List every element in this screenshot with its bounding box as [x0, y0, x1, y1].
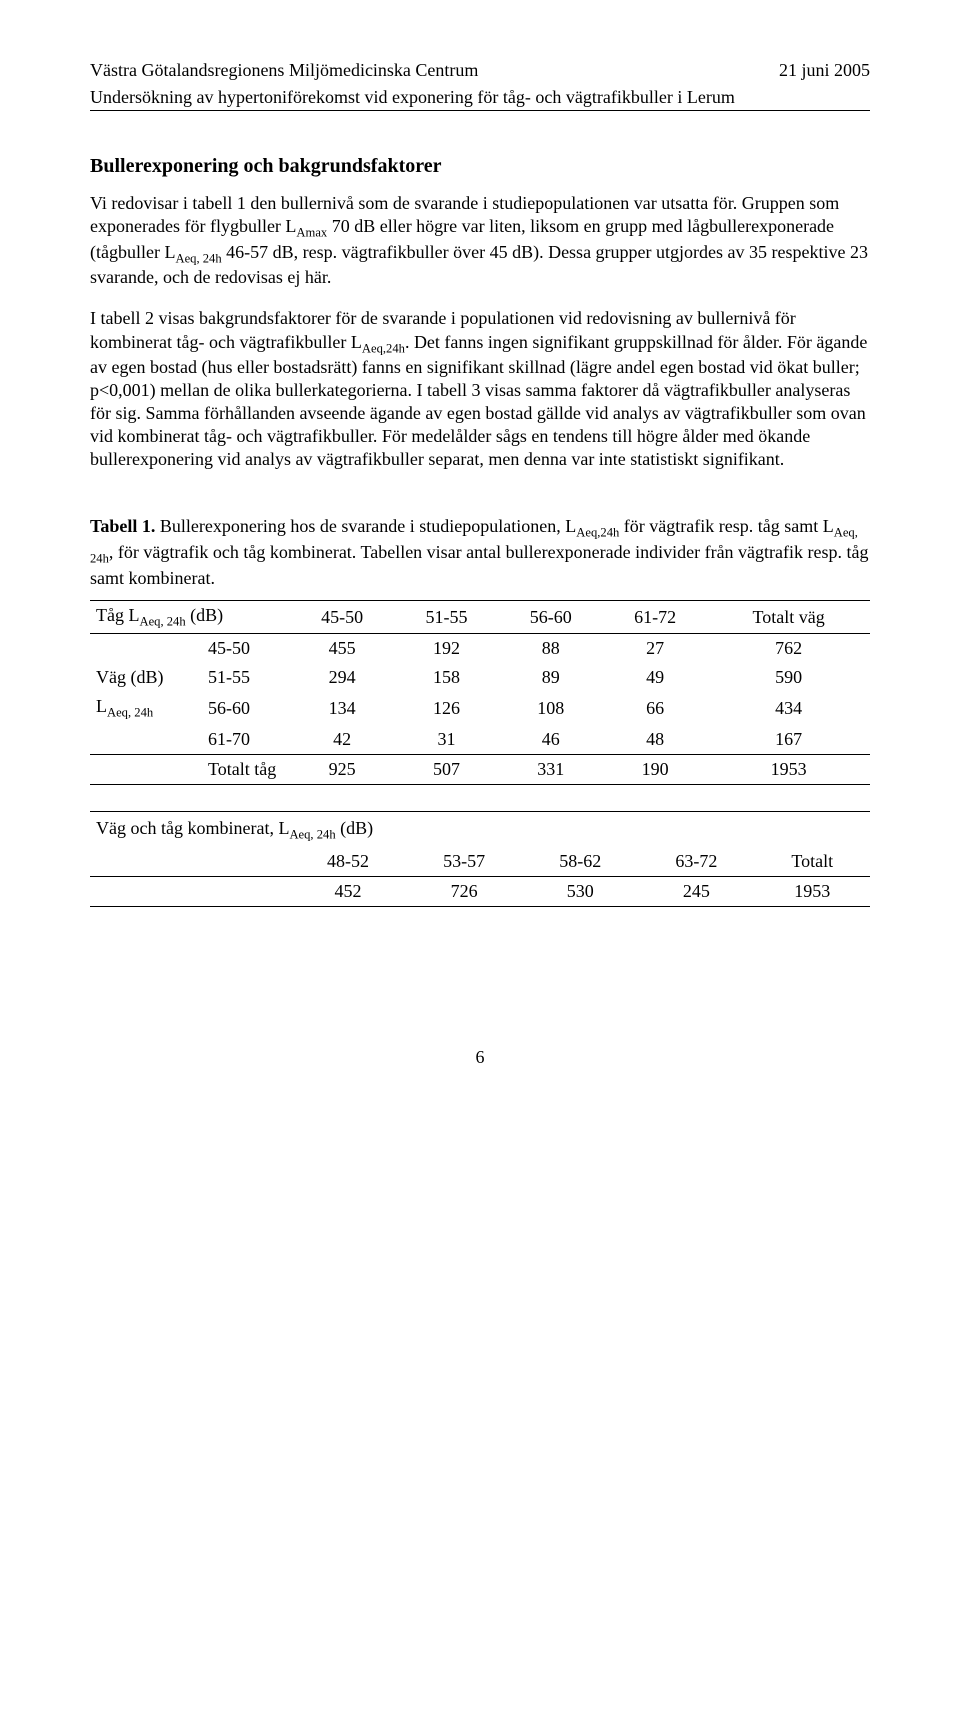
table1-stub-empty-3: [90, 725, 200, 755]
table2-head1: Väg och tåg kombinerat, LAeq, 24h (dB): [90, 811, 870, 846]
table1-cell: 88: [499, 634, 603, 664]
page-number: 6: [90, 1047, 870, 1068]
table1-header-row: Tåg LAeq, 24h (dB) 45-50 51-55 56-60 61-…: [90, 600, 870, 634]
table1-head-left-a: Tåg L: [96, 605, 139, 625]
table1-cell: 192: [394, 634, 498, 664]
document-page: Västra Götalandsregionens Miljömedicinsk…: [0, 0, 960, 1108]
table1-cell: 42: [290, 725, 394, 755]
table2-cell: 452: [290, 876, 406, 906]
table2-cell: 530: [522, 876, 638, 906]
table1-stub-empty-4: [90, 754, 200, 784]
table1-row-0: 45-50 455 192 88 27 762: [90, 634, 870, 664]
section-heading: Bullerexponering och bakgrundsfaktorer: [90, 155, 870, 178]
table1-row-1: Väg (dB) 51-55 294 158 89 49 590: [90, 663, 870, 692]
table1-caption-a: Bullerexponering hos de svarande i studi…: [155, 516, 576, 536]
table1-stub-b-pre: L: [96, 696, 107, 716]
header-left: Västra Götalandsregionens Miljömedicinsk…: [90, 60, 478, 81]
table1-stub-line1: Väg (dB): [90, 663, 200, 692]
table2-head1-b: (dB): [336, 818, 374, 838]
subscript-aeq24h-7: Aeq, 24h: [289, 828, 335, 842]
table1-head-left-b: (dB): [186, 605, 224, 625]
table1-cell: 31: [394, 725, 498, 755]
table1-col-3: 61-72: [603, 600, 707, 634]
table1-cell: 66: [603, 692, 707, 725]
table1-cell: 49: [603, 663, 707, 692]
table2-col-0: 48-52: [290, 847, 406, 877]
table-2: Väg och tåg kombinerat, LAeq, 24h (dB) 4…: [90, 811, 870, 907]
table1-caption-b: för vägtrafik resp. tåg samt L: [619, 516, 833, 536]
table1-cell: 89: [499, 663, 603, 692]
page-header: Västra Götalandsregionens Miljömedicinsk…: [90, 60, 870, 81]
paragraph-1: Vi redovisar i tabell 1 den bullernivå s…: [90, 192, 870, 289]
table2-header-row-1: Väg och tåg kombinerat, LAeq, 24h (dB): [90, 811, 870, 846]
table1-cell: 1953: [707, 754, 870, 784]
table1-cell: 762: [707, 634, 870, 664]
table2-header-row-2: 48-52 53-57 58-62 63-72 Totalt: [90, 847, 870, 877]
table1-col-0: 45-50: [290, 600, 394, 634]
table1-caption: Tabell 1. Bullerexponering hos de svaran…: [90, 515, 870, 589]
table1-cell: 507: [394, 754, 498, 784]
table2-col-2: 58-62: [522, 847, 638, 877]
subscript-amax: Amax: [296, 226, 327, 240]
table2-cell: 1953: [754, 876, 870, 906]
table1-cell: 27: [603, 634, 707, 664]
table2-row-empty: [90, 876, 290, 906]
table1-cell: 455: [290, 634, 394, 664]
subscript-aeq24h-6: Aeq, 24h: [107, 706, 153, 720]
table1-cell: 108: [499, 692, 603, 725]
table1-row-label-1: 51-55: [200, 663, 290, 692]
subscript-aeq24h-5: Aeq, 24h: [139, 614, 185, 628]
table1-row-total: Totalt tåg 925 507 331 190 1953: [90, 754, 870, 784]
table1-caption-label: Tabell 1.: [90, 516, 155, 536]
table2-row-0: 452 726 530 245 1953: [90, 876, 870, 906]
table2-col-3: 63-72: [638, 847, 754, 877]
table1-cell: 434: [707, 692, 870, 725]
table1-col-4: Totalt väg: [707, 600, 870, 634]
table1-stub-empty-0: [90, 634, 200, 664]
table1-row-label-2: 56-60: [200, 692, 290, 725]
table1-row-2: LAeq, 24h 56-60 134 126 108 66 434: [90, 692, 870, 725]
table2-head-empty: [90, 847, 290, 877]
table-1: Tåg LAeq, 24h (dB) 45-50 51-55 56-60 61-…: [90, 600, 870, 785]
table2-head1-a: Väg och tåg kombinerat, L: [96, 818, 289, 838]
header-subtitle: Undersökning av hypertoniförekomst vid e…: [90, 87, 870, 111]
table2-cell: 245: [638, 876, 754, 906]
table2-cell: 726: [406, 876, 522, 906]
table2-col-1: 53-57: [406, 847, 522, 877]
table1-cell: 158: [394, 663, 498, 692]
table1-head-left: Tåg LAeq, 24h (dB): [90, 600, 290, 634]
subscript-aeq24h-3: Aeq,24h: [576, 526, 619, 540]
para2-part-b: . Det fanns ingen signifikant gruppskill…: [90, 332, 867, 470]
table1-cell: 294: [290, 663, 394, 692]
header-date: 21 juni 2005: [779, 60, 870, 81]
table1-row-label-0: 45-50: [200, 634, 290, 664]
table1-cell: 590: [707, 663, 870, 692]
paragraph-2: I tabell 2 visas bakgrundsfaktorer för d…: [90, 307, 870, 471]
table1-col-1: 51-55: [394, 600, 498, 634]
table2-col-4: Totalt: [754, 847, 870, 877]
table1-stub-line2: LAeq, 24h: [90, 692, 200, 725]
table1-col-2: 56-60: [499, 600, 603, 634]
table1-cell: 190: [603, 754, 707, 784]
subscript-aeq24h: Aeq, 24h: [175, 251, 221, 265]
table1-cell: 925: [290, 754, 394, 784]
table1-cell: 167: [707, 725, 870, 755]
table1-caption-c: , för vägtrafik och tåg kombinerat. Tabe…: [90, 542, 869, 588]
table1-cell: 48: [603, 725, 707, 755]
table1-cell: 126: [394, 692, 498, 725]
table1-row-label-total: Totalt tåg: [200, 754, 290, 784]
subscript-aeq24h-2: Aeq,24h: [362, 341, 405, 355]
table1-cell: 134: [290, 692, 394, 725]
table1-cell: 46: [499, 725, 603, 755]
table1-cell: 331: [499, 754, 603, 784]
table1-row-label-3: 61-70: [200, 725, 290, 755]
table1-row-3: 61-70 42 31 46 48 167: [90, 725, 870, 755]
